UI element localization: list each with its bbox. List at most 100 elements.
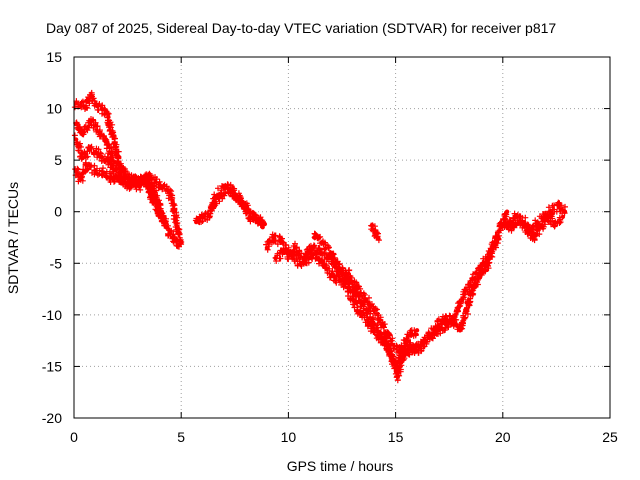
- data-point: [307, 255, 313, 261]
- data-point: [311, 235, 317, 240]
- series-markers: [311, 230, 419, 356]
- data-point: [320, 240, 325, 245]
- data-point: [78, 176, 83, 181]
- data-point: [560, 214, 566, 220]
- data-point: [496, 235, 501, 240]
- data-point: [534, 219, 540, 225]
- data-point: [163, 224, 169, 230]
- data-point: [174, 224, 180, 230]
- x-tick-label: 15: [388, 429, 404, 445]
- x-axis-label: GPS time / hours: [287, 458, 394, 474]
- data-point: [80, 155, 85, 161]
- grid: [74, 57, 610, 418]
- data-point: [88, 118, 94, 124]
- data-point: [226, 186, 231, 192]
- data-point: [112, 168, 117, 173]
- data-point: [153, 194, 158, 199]
- data-point: [166, 188, 171, 194]
- x-tick-label: 25: [602, 429, 618, 445]
- data-point: [369, 222, 375, 228]
- series-track-i: [311, 230, 420, 356]
- data-point: [363, 297, 368, 302]
- series-track-j: [368, 222, 382, 244]
- data-point: [299, 261, 304, 266]
- data-point: [194, 219, 199, 225]
- axis-ticks: 0 5 10 15 20 25 -20 -15 -10 -5 0 5 10 15: [42, 49, 618, 445]
- chart-title: Day 087 of 2025, Sidereal Day-to-day VTE…: [46, 20, 556, 36]
- data-point: [206, 212, 212, 218]
- y-tick-label: 10: [46, 101, 62, 117]
- data-point: [393, 364, 398, 369]
- data-point: [153, 179, 158, 185]
- data-point: [436, 328, 441, 333]
- y-tick-label: -15: [42, 358, 62, 374]
- x-tick-label: 5: [177, 429, 185, 445]
- data-point: [376, 333, 381, 338]
- data-point: [457, 328, 463, 333]
- data-point: [371, 307, 377, 312]
- data-point: [118, 178, 124, 183]
- series-markers: [207, 183, 266, 229]
- data-point: [200, 214, 205, 220]
- series-track-d: [72, 159, 166, 217]
- data-point: [414, 328, 420, 333]
- data-point: [99, 154, 105, 160]
- data-point: [136, 178, 141, 183]
- data-point: [539, 224, 544, 230]
- x-tick-label: 10: [281, 429, 297, 445]
- data-point: [80, 132, 85, 137]
- data-point: [552, 219, 557, 225]
- series-track-h: [272, 235, 502, 372]
- data-point: [127, 183, 132, 189]
- data-point: [350, 297, 355, 302]
- data-point: [84, 163, 90, 168]
- data-point: [504, 224, 510, 230]
- y-tick-label: -5: [50, 255, 63, 271]
- data-point: [176, 242, 182, 247]
- data-point: [397, 348, 403, 354]
- data-point: [103, 137, 109, 142]
- data-point: [271, 235, 276, 240]
- data-point: [440, 317, 445, 323]
- data-point: [260, 224, 265, 230]
- data-point: [359, 312, 364, 318]
- data-point: [86, 147, 92, 153]
- data-point: [371, 228, 377, 233]
- y-tick-label: 15: [46, 49, 62, 65]
- data-point: [487, 250, 493, 256]
- data-point: [292, 245, 298, 251]
- data-point: [101, 170, 107, 175]
- data-point: [93, 149, 98, 155]
- data-point: [309, 245, 315, 251]
- data-point: [479, 266, 484, 271]
- data-point: [243, 204, 248, 209]
- plot-frame: [73, 56, 611, 419]
- x-tick-label: 20: [495, 429, 511, 445]
- y-axis-label: SDTVAR / TECUs: [5, 182, 21, 294]
- data-point: [333, 276, 338, 281]
- data-point: [99, 106, 105, 111]
- data-point: [337, 266, 343, 271]
- series-markers: [263, 210, 510, 384]
- data-point: [444, 322, 450, 328]
- data-point: [73, 168, 79, 173]
- data-point: [324, 266, 330, 271]
- data-point: [427, 333, 433, 338]
- series-track-f: [207, 183, 266, 230]
- data-point: [209, 204, 214, 209]
- data-point: [273, 255, 278, 261]
- data-point: [472, 281, 478, 287]
- data-point: [281, 250, 287, 256]
- data-point: [341, 281, 347, 287]
- data-point: [234, 194, 240, 199]
- data-point: [346, 271, 351, 276]
- data-point: [530, 235, 536, 240]
- data-point: [146, 173, 152, 178]
- y-tick-label: -10: [42, 307, 62, 323]
- data-point: [547, 209, 553, 214]
- data-point: [97, 131, 102, 136]
- data-point: [367, 322, 373, 328]
- data-point: [354, 286, 360, 292]
- data-point: [380, 322, 385, 328]
